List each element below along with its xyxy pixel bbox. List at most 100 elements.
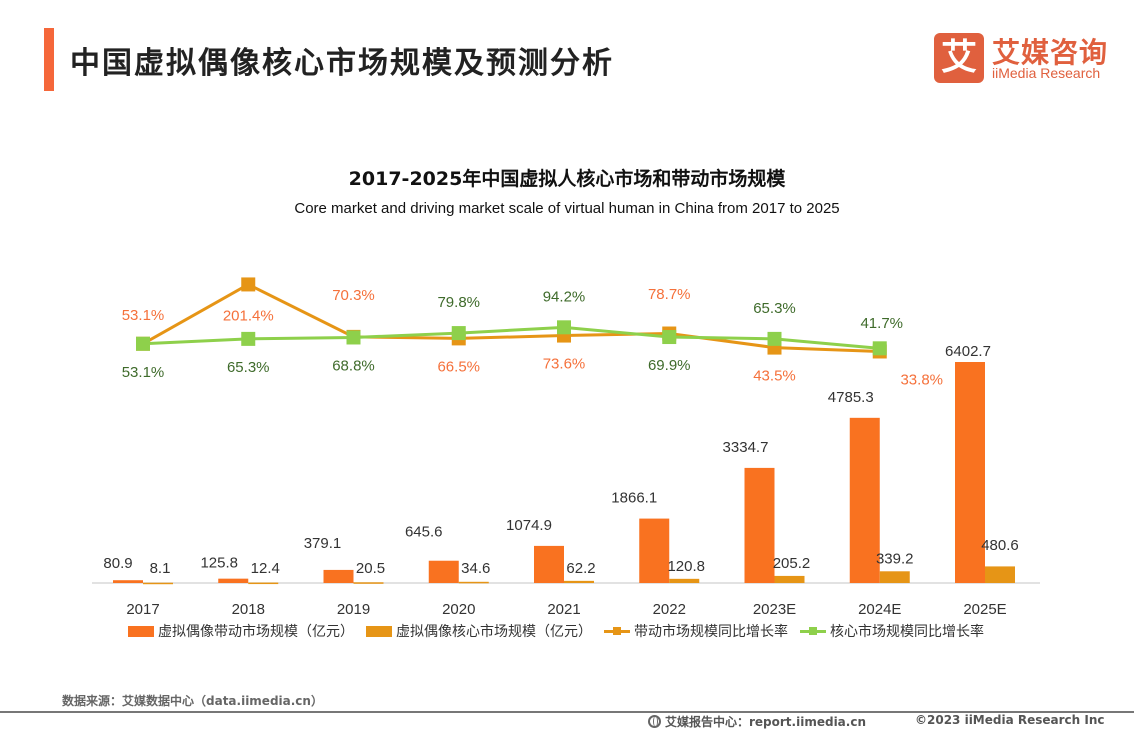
growth-label-core: 69.9%: [648, 357, 691, 374]
bar-driving-2025E: [955, 362, 985, 583]
x-tick-label: 2023E: [753, 601, 796, 618]
legend-item-core-market: 虚拟偶像核心市场规模（亿元）: [366, 621, 592, 641]
bar-driving-2020: [428, 560, 459, 583]
bar-core-2024E: [879, 571, 910, 583]
chart-legend: 虚拟偶像带动市场规模（亿元） 虚拟偶像核心市场规模（亿元） 带动市场规模同比增长…: [128, 621, 996, 641]
marker-core-growth: [557, 320, 571, 335]
legend-item-driving-market: 虚拟偶像带动市场规模（亿元）: [128, 621, 354, 641]
copyright: ©2023 iiMedia Research Inc: [915, 713, 1105, 727]
bar-core-2021: [564, 580, 594, 583]
lines-layer: [136, 277, 887, 359]
marker-core-growth: [136, 336, 150, 351]
bar-label-driving: 379.1: [304, 535, 342, 552]
legend-label: 虚拟偶像带动市场规模（亿元）: [158, 624, 354, 640]
line-core-growth: [142, 325, 880, 350]
bar-label-core: 34.6: [461, 560, 490, 577]
x-tick-label: 2022: [653, 601, 686, 618]
x-tick-label: 2019: [337, 601, 370, 618]
bar-core-2023E: [774, 575, 805, 583]
iimedia-logo: 艾 艾媒咨询 iiMedia Research: [934, 33, 1114, 85]
legend-item-driving-growth: 带动市场规模同比增长率: [604, 621, 788, 641]
bar-driving-2021: [534, 545, 564, 583]
x-tick-label: 2024E: [858, 601, 901, 618]
chart-title: 2017-2025年中国虚拟人核心市场和带动市场规模: [348, 168, 786, 190]
bar-core-2020: [458, 581, 489, 584]
legend-swatch-core: [366, 625, 392, 637]
title-accent-bar: [44, 28, 54, 91]
legend-item-core-growth: 核心市场规模同比增长率: [800, 621, 984, 641]
legend-swatch-core-growth: [800, 626, 826, 637]
bar-label-core: 62.2: [566, 560, 595, 577]
x-tick-label: 2020: [442, 601, 475, 618]
growth-label-core: 41.7%: [860, 315, 903, 332]
marker-core-growth: [241, 331, 256, 346]
growth-label-driving: 53.1%: [122, 307, 165, 324]
bar-driving-2022: [639, 518, 670, 583]
bars-layer: [113, 362, 1015, 585]
bar-label-core: 480.6: [981, 537, 1019, 554]
bar-label-core: 205.2: [773, 555, 811, 572]
bar-label-core: 20.5: [356, 560, 385, 577]
growth-label-core: 79.8%: [437, 294, 480, 311]
growth-label-driving: 70.3%: [332, 287, 375, 304]
bar-core-2025E: [985, 566, 1015, 583]
growth-label-driving: 33.8%: [900, 371, 943, 388]
growth-label-driving: 66.5%: [437, 358, 480, 375]
bar-label-core: 8.1: [150, 560, 171, 577]
bar-core-2019: [353, 582, 384, 584]
footer-divider: [0, 711, 1134, 713]
growth-label-core: 94.2%: [543, 288, 586, 305]
bar-label-driving: 4785.3: [828, 389, 874, 406]
growth-label-core: 53.1%: [122, 364, 165, 381]
page-title: 中国虚拟偶像核心市场规模及预测分析: [70, 46, 614, 81]
legend-label: 虚拟偶像核心市场规模（亿元）: [396, 624, 592, 640]
legend-swatch-driving-growth: [604, 626, 630, 637]
x-tick-label: 2017: [126, 601, 159, 618]
bar-label-core: 12.4: [251, 560, 280, 577]
legend-label: 带动市场规模同比增长率: [634, 624, 788, 640]
marker-core-growth: [346, 330, 361, 345]
growth-label-driving: 73.6%: [543, 356, 586, 373]
globe-icon: [648, 715, 661, 728]
bar-label-driving: 1866.1: [611, 490, 657, 507]
marker-core-growth: [451, 326, 466, 341]
bar-label-driving: 125.8: [200, 555, 238, 572]
logo-chinese-text: 艾媒咨询: [992, 36, 1109, 69]
x-tick-label: 2018: [232, 601, 265, 618]
data-source: 数据来源：艾媒数据中心（data.iimedia.cn）: [62, 694, 323, 708]
growth-label-core: 65.3%: [753, 300, 796, 317]
marker-core-growth: [767, 331, 782, 346]
bar-label-driving: 80.9: [103, 555, 132, 572]
bar-label-core: 120.8: [667, 558, 705, 575]
marker-core-growth: [662, 330, 677, 345]
bar-driving-2024E: [849, 417, 880, 583]
footer-report-link[interactable]: 艾媒报告中心：report.iimedia.cn: [648, 713, 866, 730]
legend-label: 核心市场规模同比增长率: [830, 624, 984, 640]
bar-core-2022: [669, 578, 700, 583]
chart-subtitle: Core market and driving market scale of …: [294, 200, 840, 217]
legend-swatch-driving: [128, 625, 154, 637]
bar-label-core: 339.2: [876, 550, 914, 567]
x-tick-label: 2021: [547, 601, 580, 618]
marker-driving-growth: [241, 277, 256, 292]
bar-label-driving: 645.6: [405, 524, 443, 541]
x-tick-labels: 2017 2018 2019 2020 2021 2022 2023E 2024E 2025E: [126, 601, 1006, 618]
line-driving-growth: [142, 282, 880, 353]
logo-english-text: iiMedia Research: [992, 65, 1101, 81]
marker-core-growth: [872, 341, 887, 356]
bar-core-2017: [143, 582, 173, 585]
report-center-text[interactable]: 艾媒报告中心：report.iimedia.cn: [665, 715, 866, 729]
bar-label-driving: 3334.7: [723, 439, 769, 456]
labels-layer: 80.9 8.1 125.8 12.4 379.1 20.5 645.6 34.6 1074.9…: [103, 286, 1018, 577]
bar-core-2018: [248, 582, 279, 585]
growth-label-driving: 43.5%: [753, 368, 796, 385]
growth-label-driving: 78.7%: [648, 286, 691, 303]
bar-label-driving: 6402.7: [945, 343, 991, 360]
bar-driving-2018: [218, 578, 249, 583]
x-tick-label: 2025E: [963, 601, 1006, 618]
bar-label-driving: 1074.9: [506, 517, 552, 534]
bar-driving-2019: [323, 569, 354, 583]
bar-driving-2017: [113, 580, 143, 583]
growth-label-driving: 201.4%: [223, 307, 274, 324]
